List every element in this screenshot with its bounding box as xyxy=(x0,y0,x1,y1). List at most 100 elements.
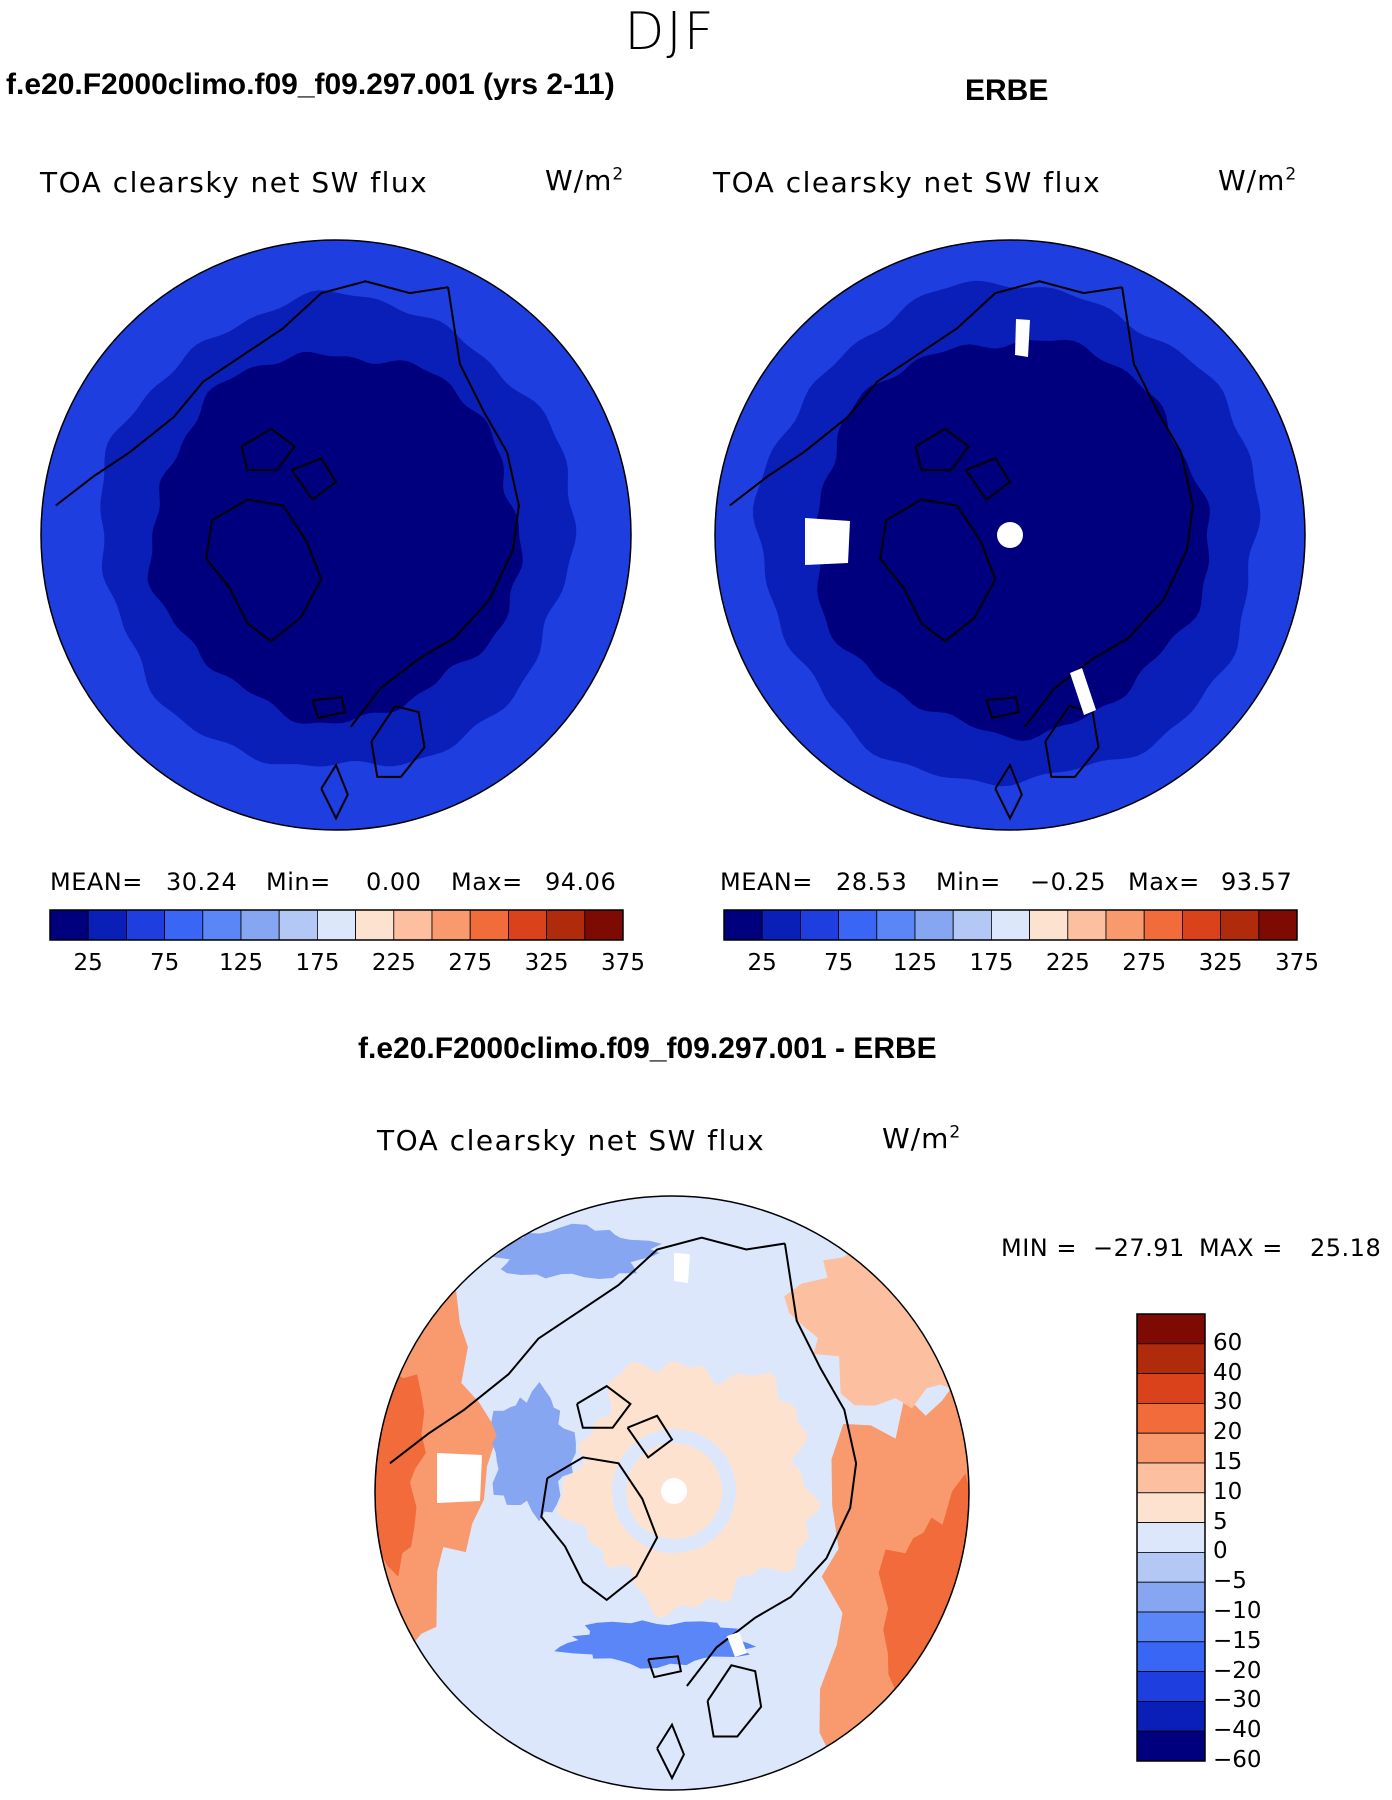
left-cbar-box-0 xyxy=(49,909,89,941)
left-cbar-box-9 xyxy=(393,909,433,941)
right-cbar-tick-label: 225 xyxy=(1045,950,1090,976)
diff-cbar-box-14 xyxy=(1136,1730,1206,1762)
left-cbar-tick-label: 325 xyxy=(524,950,569,976)
left-cbar-tick-label: 275 xyxy=(448,950,493,976)
left-max-label: Max= xyxy=(451,868,523,896)
left-cbar-tick-label: 125 xyxy=(219,950,263,976)
season-title: DJF xyxy=(624,2,716,62)
diff-cbar-box-13 xyxy=(1136,1701,1206,1732)
right-missing-patch-3 xyxy=(1070,668,1096,715)
left-coastline-4 xyxy=(240,427,297,472)
right-cbar-box-13 xyxy=(1220,909,1260,941)
left-cbar-tick-label: 175 xyxy=(295,950,340,976)
right-missing-patch-1 xyxy=(805,518,850,565)
left-cbar-box-4 xyxy=(202,909,242,941)
diff-center-positive xyxy=(557,1361,821,1618)
right-coastline-3 xyxy=(1044,704,1100,778)
diff-cbar-box-3 xyxy=(1136,1403,1206,1434)
diff-cbar-box-1 xyxy=(1136,1343,1206,1375)
diff-cbar-box-7 xyxy=(1136,1522,1206,1553)
diff-units-text: W/m xyxy=(882,1122,950,1155)
left-band-2 xyxy=(147,351,523,724)
diff-missing-patch-2 xyxy=(674,1253,690,1283)
diff-cbar-tick-label: −5 xyxy=(1213,1568,1247,1595)
diff-cbar-tick-label: 10 xyxy=(1213,1478,1243,1505)
diff-cbar-tick-label: 15 xyxy=(1213,1449,1243,1475)
diff-coastline-5 xyxy=(626,1414,674,1459)
left-map-border xyxy=(40,239,632,831)
diff-cbar-tick-label: 20 xyxy=(1213,1419,1243,1446)
left-coastline-1 xyxy=(55,280,449,507)
diff-cbar-box-11 xyxy=(1136,1641,1206,1673)
right-units-exp: 2 xyxy=(1285,164,1298,185)
diff-cbar-box-2 xyxy=(1136,1373,1206,1404)
left-cbar-tick-label: 375 xyxy=(601,950,645,976)
right-map-border xyxy=(714,239,1306,831)
right-units-text: W/m xyxy=(1218,164,1286,197)
right-missing-patch-2 xyxy=(1015,319,1030,357)
diff-coastline-0 xyxy=(540,1456,659,1602)
diff-cool-west xyxy=(491,1382,576,1522)
diff-variable-label: TOA clearsky net SW flux xyxy=(377,1124,766,1157)
right-variable-label: TOA clearsky net SW flux xyxy=(713,166,1102,199)
left-units-text: W/m xyxy=(545,164,613,197)
diff-cbar-tick-label: −20 xyxy=(1213,1657,1262,1684)
diff-cbar-tick-label: 60 xyxy=(1213,1329,1243,1356)
diff-cbar-tick-label: 5 xyxy=(1213,1508,1228,1535)
diff-missing-pole xyxy=(661,1478,687,1504)
right-cbar-tick-label: 325 xyxy=(1198,950,1243,976)
diff-cbar-box-8 xyxy=(1136,1552,1206,1583)
right-mean-label: MEAN= xyxy=(720,868,813,896)
right-coastline-7 xyxy=(985,696,1021,720)
left-coastline-6 xyxy=(320,762,349,821)
right-case-title: ERBE xyxy=(965,74,1049,107)
left-variable-label: TOA clearsky net SW flux xyxy=(40,166,429,199)
left-cbar-box-7 xyxy=(316,909,356,941)
diff-cbar-tick-label: −30 xyxy=(1213,1687,1262,1714)
diff-cool-south xyxy=(554,1620,757,1669)
right-cbar-tick-label: 175 xyxy=(969,950,1014,976)
diff-cool-north xyxy=(487,1223,662,1279)
diff-map-border xyxy=(374,1195,970,1791)
diff-cbar-tick-label: 40 xyxy=(1213,1359,1243,1386)
left-coastline-5 xyxy=(290,457,338,502)
left-coastline-3 xyxy=(370,704,426,778)
left-cbar-box-8 xyxy=(355,909,395,941)
left-cbar-box-5 xyxy=(240,909,280,941)
right-min-value: −0.25 xyxy=(1030,868,1107,896)
diff-cbar-box-12 xyxy=(1136,1671,1206,1702)
right-cbar-box-8 xyxy=(1029,909,1069,941)
diff-coastline-4 xyxy=(576,1384,632,1429)
left-units-label: W/m2 xyxy=(545,164,624,197)
right-coastline-4 xyxy=(914,427,971,472)
left-cbar-box-11 xyxy=(469,909,509,941)
right-mean-value: 28.53 xyxy=(836,868,908,896)
left-case-title: f.e20.F2000climo.f09_f09.297.001 (yrs 2-… xyxy=(6,68,615,101)
right-max-value: 93.57 xyxy=(1221,868,1293,896)
left-field xyxy=(41,240,631,830)
right-cbar-box-10 xyxy=(1105,909,1145,941)
right-cbar-tick-label: 75 xyxy=(823,950,854,976)
diff-center-ring xyxy=(612,1429,736,1553)
left-cbar-frame xyxy=(49,909,624,941)
diff-cbar-tick-label: −40 xyxy=(1213,1717,1262,1744)
right-coastline-6 xyxy=(994,762,1023,821)
right-coastline-0 xyxy=(879,498,997,643)
left-cbar-tick-label: 75 xyxy=(149,950,180,976)
diff-cbar-box-0 xyxy=(1136,1313,1206,1345)
diff-missing-patch-1 xyxy=(437,1453,482,1503)
diff-min-label: MIN = xyxy=(1001,1234,1077,1262)
right-units-label: W/m2 xyxy=(1218,164,1297,197)
right-cbar-tick-label: 375 xyxy=(1275,950,1319,976)
right-coastline-5 xyxy=(964,457,1012,502)
left-mean-label: MEAN= xyxy=(50,868,143,896)
right-min-label: Min= xyxy=(936,868,1001,896)
left-cbar-tick-label: 25 xyxy=(73,950,103,976)
diff-cbar-tick-label: −60 xyxy=(1213,1747,1262,1773)
diff-coastline-3 xyxy=(706,1664,763,1738)
left-mean-value: 30.24 xyxy=(166,868,238,896)
